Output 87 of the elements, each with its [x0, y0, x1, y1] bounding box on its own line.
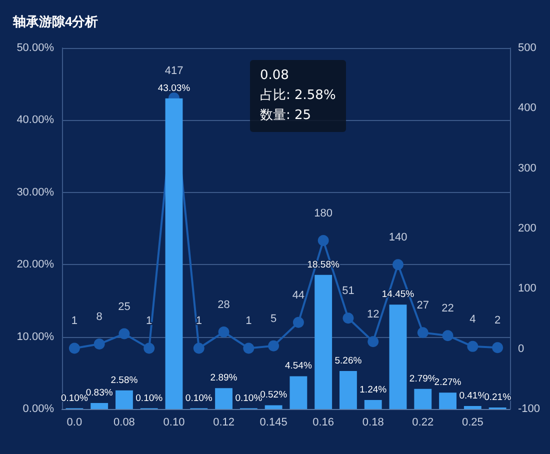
data-label: 0.10%: [185, 392, 213, 404]
data-label: 2.27%: [434, 377, 462, 388]
point: [118, 328, 130, 340]
data-label: 1: [196, 315, 202, 328]
point: [318, 235, 329, 246]
data-label: 5: [270, 312, 277, 325]
y2-tick-label: 300: [518, 162, 536, 174]
annotation: 数量: 25: [260, 107, 312, 125]
data-label: 2: [494, 314, 501, 327]
point: [492, 342, 504, 354]
y2-tick-label: 0: [518, 342, 524, 355]
x-tick-label: 0.12: [213, 416, 234, 428]
y2-tick-label: -100: [518, 403, 540, 415]
data-label: 1: [146, 315, 152, 328]
x-tick-label: 0.0: [66, 416, 82, 428]
point: [218, 326, 230, 338]
data-label: 4: [470, 313, 476, 326]
bar: [414, 388, 432, 409]
data-label: 27: [416, 300, 430, 312]
y-tick-label: 20.00%: [16, 258, 54, 271]
data-label: 5.26%: [334, 356, 362, 367]
bar: [439, 392, 456, 409]
x-tick-label: 0.145: [260, 416, 288, 428]
point: [68, 342, 80, 354]
data-label: 1: [71, 315, 78, 328]
annotation: 占比: 2.58%: [260, 87, 336, 105]
x-tick-label: 0.22: [412, 416, 434, 428]
bar: [340, 371, 357, 409]
point: [243, 342, 254, 354]
point: [368, 336, 379, 348]
x-tick-label: 0.08: [114, 416, 135, 428]
x-tick-label: 0.18: [362, 416, 384, 428]
data-label: 22: [442, 302, 454, 315]
data-label: 2.58%: [110, 374, 138, 386]
point: [94, 338, 105, 350]
data-label: 25: [118, 300, 130, 313]
chart-title: 轴承游隙4分析: [12, 14, 98, 29]
y2-tick-label: 200: [518, 222, 536, 234]
data-label: 417: [164, 64, 184, 77]
data-label: 0.10%: [60, 392, 88, 404]
point: [268, 340, 280, 352]
point: [392, 259, 404, 270]
data-label: 12: [366, 308, 380, 321]
bar: [90, 403, 108, 409]
data-label: 14.45%: [382, 289, 415, 300]
data-label: 180: [314, 208, 333, 220]
bar: [314, 274, 332, 409]
x-tick-label: 0.10: [163, 416, 185, 428]
bar: [264, 405, 282, 409]
y-tick-label: 0.00%: [22, 403, 54, 415]
y-tick-label: 30.00%: [16, 186, 54, 198]
y2-tick-label: 100: [518, 282, 536, 295]
point: [144, 342, 155, 354]
data-label: 0.21%: [484, 392, 512, 403]
y2-tick-label: 500: [518, 42, 536, 54]
bar: [464, 406, 482, 409]
data-label: 28: [218, 298, 230, 311]
data-label: 2.89%: [210, 372, 238, 384]
point: [442, 330, 454, 342]
y-tick-label: 10.00%: [16, 330, 54, 343]
data-label: 51: [342, 285, 354, 298]
data-label: 0.10%: [136, 392, 164, 404]
data-label: 8: [96, 311, 102, 324]
data-label: 1: [246, 315, 252, 328]
y-tick-label: 50.00%: [16, 42, 54, 54]
bar: [290, 376, 308, 409]
data-label: 1.24%: [360, 384, 388, 396]
bar: [364, 400, 382, 409]
point: [417, 327, 428, 338]
x-tick-label: 0.16: [312, 416, 334, 428]
bar: [116, 390, 133, 409]
data-label: 18.58%: [307, 259, 340, 270]
point: [342, 312, 354, 324]
y2-tick-label: 400: [518, 102, 536, 114]
point: [292, 316, 304, 328]
data-label: 44: [292, 289, 305, 302]
bar: [215, 388, 232, 409]
point: [193, 342, 204, 354]
data-label: 4.54%: [284, 360, 312, 372]
y-tick-label: 40.00%: [16, 114, 54, 126]
data-label: 43.03%: [158, 82, 191, 94]
point: [467, 340, 478, 352]
x-tick-label: 0.25: [462, 416, 484, 428]
data-label: 140: [388, 232, 408, 244]
annotation: 0.08: [260, 67, 290, 85]
bar: [165, 98, 183, 409]
bar: [389, 304, 407, 409]
